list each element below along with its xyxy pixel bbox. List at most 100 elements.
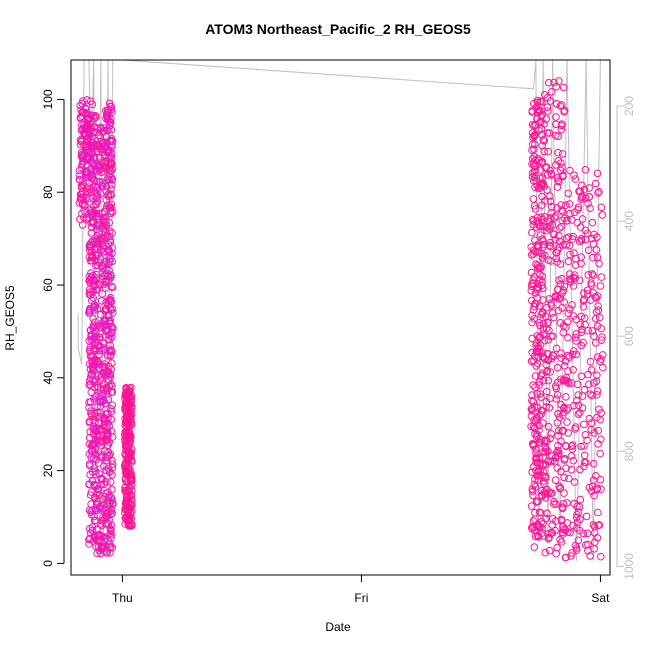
pressure-line bbox=[77, 60, 601, 561]
data-point bbox=[539, 419, 547, 427]
data-point bbox=[540, 490, 549, 498]
data-point bbox=[572, 546, 581, 554]
data-point bbox=[547, 528, 556, 537]
data-point bbox=[542, 303, 551, 312]
data-point bbox=[596, 449, 605, 458]
data-point bbox=[538, 524, 546, 533]
data-point bbox=[552, 344, 561, 353]
data-point bbox=[121, 392, 129, 400]
data-point bbox=[104, 419, 112, 427]
data-point bbox=[106, 540, 114, 549]
data-point bbox=[589, 240, 598, 248]
data-point bbox=[543, 485, 551, 494]
data-point bbox=[568, 301, 576, 309]
data-point bbox=[542, 403, 551, 411]
data-point bbox=[85, 377, 94, 385]
data-point bbox=[103, 428, 112, 437]
data-point bbox=[107, 191, 116, 199]
data-point bbox=[97, 451, 106, 459]
data-point bbox=[528, 155, 537, 163]
y2-tick-label: 1000 bbox=[622, 553, 636, 580]
data-point bbox=[528, 160, 536, 168]
data-point bbox=[101, 213, 109, 221]
data-point bbox=[106, 227, 114, 235]
data-point bbox=[106, 203, 115, 212]
data-point bbox=[583, 529, 592, 538]
data-point bbox=[557, 121, 566, 130]
data-point bbox=[89, 314, 97, 323]
data-point bbox=[533, 213, 542, 222]
data-point bbox=[87, 243, 95, 251]
data-point bbox=[564, 528, 572, 536]
y-axis-label: RH_GEOS5 bbox=[3, 285, 17, 351]
data-point bbox=[108, 323, 117, 332]
data-point bbox=[549, 456, 557, 465]
data-point bbox=[543, 103, 552, 111]
data-point bbox=[532, 466, 540, 475]
data-point bbox=[528, 282, 536, 291]
data-point bbox=[593, 322, 602, 330]
data-point bbox=[588, 270, 596, 278]
data-point bbox=[585, 380, 593, 389]
data-point bbox=[554, 410, 562, 418]
data-point bbox=[527, 502, 536, 510]
data-point bbox=[108, 433, 117, 441]
data-point bbox=[543, 129, 552, 137]
data-point bbox=[85, 506, 94, 515]
data-point bbox=[541, 197, 549, 205]
data-point bbox=[578, 193, 586, 202]
data-point bbox=[103, 549, 111, 557]
data-point bbox=[574, 536, 583, 545]
data-point bbox=[96, 333, 104, 342]
data-point bbox=[594, 302, 602, 310]
data-point bbox=[528, 468, 536, 476]
data-point bbox=[104, 367, 112, 376]
data-point bbox=[530, 122, 538, 130]
data-point bbox=[553, 246, 562, 254]
data-point bbox=[594, 426, 603, 435]
data-point bbox=[535, 411, 544, 420]
data-point bbox=[89, 376, 97, 385]
data-point bbox=[550, 78, 558, 87]
data-point bbox=[590, 491, 598, 500]
y2-tick-label: 600 bbox=[622, 326, 636, 346]
x-tick-label: Fri bbox=[354, 591, 368, 605]
data-point bbox=[107, 493, 116, 502]
data-point bbox=[580, 442, 588, 450]
data-point bbox=[544, 147, 553, 156]
data-point bbox=[106, 352, 115, 360]
data-point bbox=[85, 450, 94, 458]
data-point bbox=[564, 333, 572, 342]
data-point bbox=[595, 187, 603, 196]
data-point bbox=[91, 413, 100, 421]
data-point bbox=[584, 271, 593, 279]
data-point bbox=[99, 344, 107, 352]
data-point bbox=[122, 467, 130, 475]
data-point bbox=[536, 466, 545, 475]
data-point bbox=[105, 246, 113, 254]
data-point bbox=[588, 218, 597, 227]
data-point bbox=[548, 514, 557, 523]
data-point bbox=[85, 433, 94, 442]
data-point bbox=[92, 391, 101, 400]
data-point bbox=[108, 176, 116, 184]
data-point bbox=[94, 459, 103, 467]
data-point bbox=[538, 158, 546, 167]
data-point bbox=[590, 545, 599, 553]
data-point bbox=[567, 452, 576, 460]
data-point bbox=[125, 521, 133, 530]
rh-series bbox=[75, 77, 607, 562]
data-point bbox=[559, 500, 568, 508]
data-point bbox=[545, 404, 554, 412]
data-point bbox=[556, 224, 564, 232]
data-point bbox=[561, 442, 570, 450]
data-point bbox=[597, 203, 606, 212]
data-point bbox=[533, 108, 542, 116]
data-point bbox=[562, 464, 570, 473]
data-point bbox=[531, 121, 540, 129]
data-point bbox=[539, 319, 548, 328]
data-point bbox=[565, 305, 574, 313]
data-point bbox=[562, 323, 570, 331]
data-point bbox=[531, 515, 539, 523]
data-point bbox=[559, 83, 568, 92]
